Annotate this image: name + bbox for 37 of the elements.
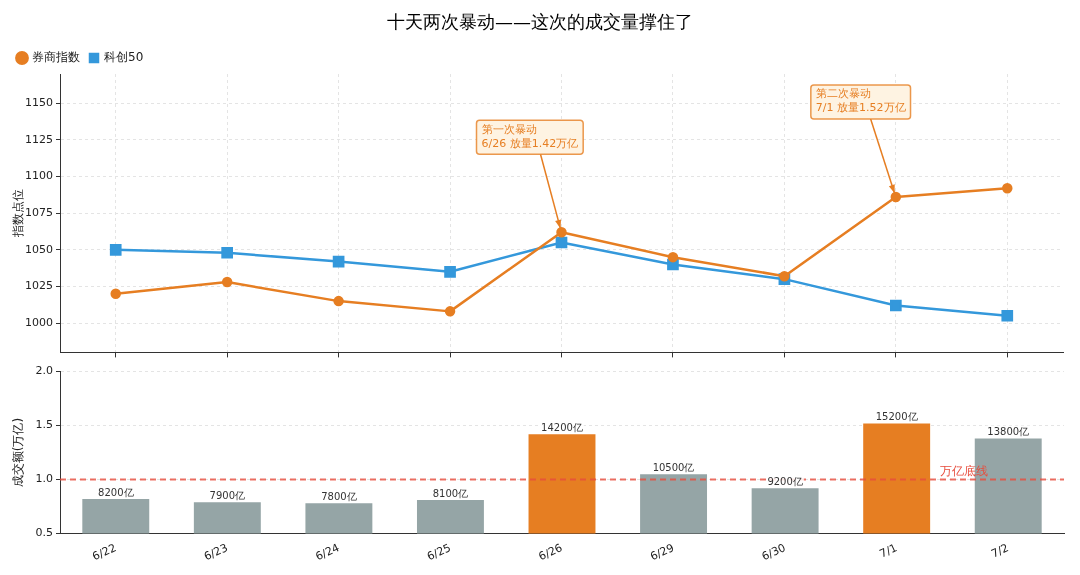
y-axis-title: 成交额(万亿) [11,417,26,488]
annotation: 14200亿 [541,421,583,433]
y-tick-label: 1025 [25,279,53,293]
y-tick-label: 1150 [25,96,53,110]
legend-label: 券商指数 [32,50,80,65]
x-tick-label: 7/1 [877,541,900,561]
annotation: 10500亿 [652,461,695,473]
y-tick-label: 1075 [25,206,53,220]
y-tick-label: 1.0 [35,472,53,486]
y-tick-label: 2.0 [35,364,53,378]
ref-line-label: 万亿底线 [940,463,988,478]
legend-label: 科创50 [104,50,144,65]
x-tick-label: 6/25 [425,541,453,564]
annotation: 15200亿 [875,411,918,423]
annotation: 9200亿 [767,475,803,487]
y-tick-label: 0.5 [35,526,53,540]
x-tick-label: 6/26 [536,541,565,564]
annotation: 7800亿 [321,490,357,502]
annotation: 8100亿 [432,487,469,499]
x-tick-label: 6/30 [759,541,788,564]
y-tick-label: 1100 [25,169,53,183]
y-axis-title: 指数点位 [11,189,26,239]
annotation: 13800亿 [987,426,1030,438]
y-tick-label: 1000 [25,315,53,329]
x-tick-label: 7/2 [989,541,1011,561]
annotation: 第一次暴动 6/26 放量1.42万亿 [481,122,579,150]
annotation: 7900亿 [209,489,246,501]
y-tick-label: 1050 [25,242,53,256]
y-tick-label: 1125 [25,132,53,146]
x-tick-label: 6/23 [201,541,230,564]
annotation: 第二次暴动 7/1 放量1.52万亿 [815,87,906,115]
x-tick-label: 6/24 [313,541,342,564]
annotation: 8200亿 [98,486,134,498]
y-tick-label: 1.5 [35,418,53,432]
x-tick-label: 6/29 [648,541,677,564]
x-tick-label: 6/22 [90,541,119,564]
chart-title: 十天两次暴动——这次的成交量撑住了 [386,10,694,34]
